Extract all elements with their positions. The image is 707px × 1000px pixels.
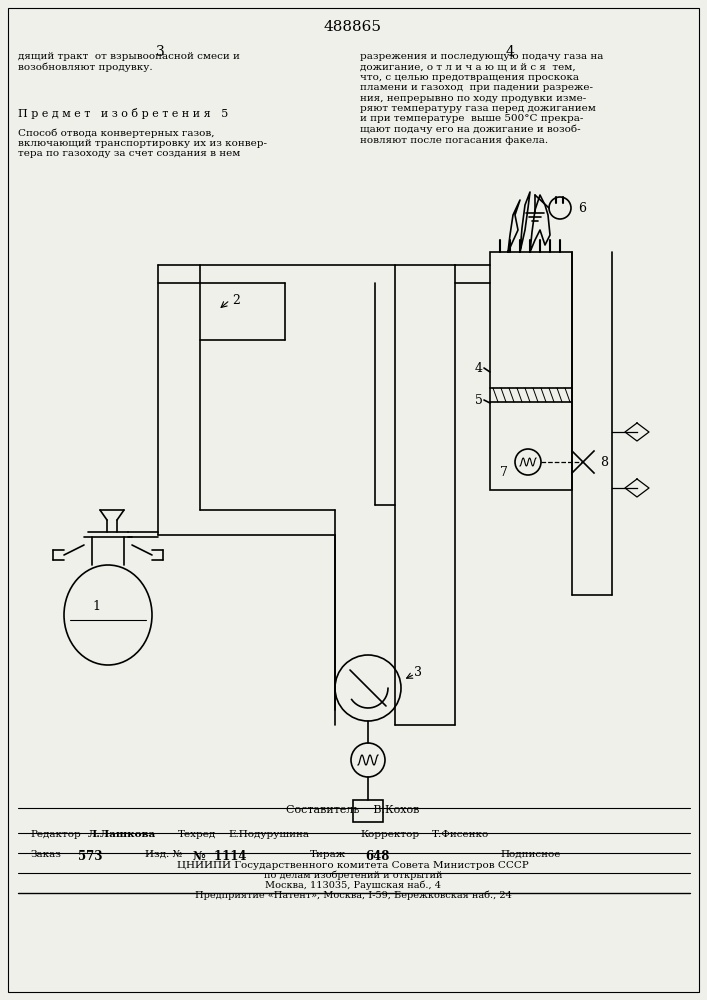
Text: Москва, 113035, Раушская наб., 4: Москва, 113035, Раушская наб., 4 [265, 881, 441, 890]
Text: 8: 8 [600, 456, 608, 468]
Text: Т.Фисенко: Т.Фисенко [432, 830, 489, 839]
Text: 7: 7 [500, 466, 508, 479]
Text: 4: 4 [475, 361, 483, 374]
Text: Л.Лашкова: Л.Лашкова [88, 830, 156, 839]
Text: 4: 4 [506, 45, 515, 59]
Text: Тираж: Тираж [310, 850, 346, 859]
Text: 2: 2 [232, 294, 240, 306]
Text: Способ отвода конвертерных газов,
включающий транспортировку их из конвер-
тера : Способ отвода конвертерных газов, включа… [18, 128, 267, 158]
Text: 3: 3 [156, 45, 164, 59]
Text: 1: 1 [92, 600, 100, 613]
Text: 573: 573 [78, 850, 103, 863]
Text: 488865: 488865 [324, 20, 382, 34]
Text: Составитель    В.Кохов: Составитель В.Кохов [286, 805, 420, 815]
Text: по делам изобретений и открытий: по делам изобретений и открытий [264, 870, 443, 880]
Text: Корректор: Корректор [360, 830, 419, 839]
Text: ЦНИИПИ Государственного комитета Совета Министров СССР: ЦНИИПИ Государственного комитета Совета … [177, 861, 529, 870]
Text: Е.Подурушина: Е.Подурушина [228, 830, 309, 839]
Text: №  1114: № 1114 [193, 850, 247, 863]
Text: дящий тракт  от взрывоопасной смеси и
возобновляют продувку.: дящий тракт от взрывоопасной смеси и воз… [18, 52, 240, 72]
Text: разрежения и последующую подачу газа на
дожигание, о т л и ч а ю щ и й с я  тем,: разрежения и последующую подачу газа на … [360, 52, 603, 145]
Text: П р е д м е т   и з о б р е т е н и я   5: П р е д м е т и з о б р е т е н и я 5 [18, 108, 228, 119]
Text: 3: 3 [414, 666, 422, 680]
Text: 5: 5 [475, 393, 483, 406]
Text: Редактор: Редактор [30, 830, 81, 839]
Text: Предприятие «Патент», Москва, I-59, Бережковская наб., 24: Предприятие «Патент», Москва, I-59, Бере… [194, 891, 511, 900]
Text: 6: 6 [578, 202, 586, 215]
Text: Изд. №: Изд. № [145, 850, 182, 859]
Text: Техред: Техред [178, 830, 216, 839]
Text: Подписное: Подписное [500, 850, 561, 859]
Text: Заказ: Заказ [30, 850, 61, 859]
Bar [490, 252, 572, 490]
Text: 648: 648 [365, 850, 390, 863]
Bar [353, 800, 383, 822]
